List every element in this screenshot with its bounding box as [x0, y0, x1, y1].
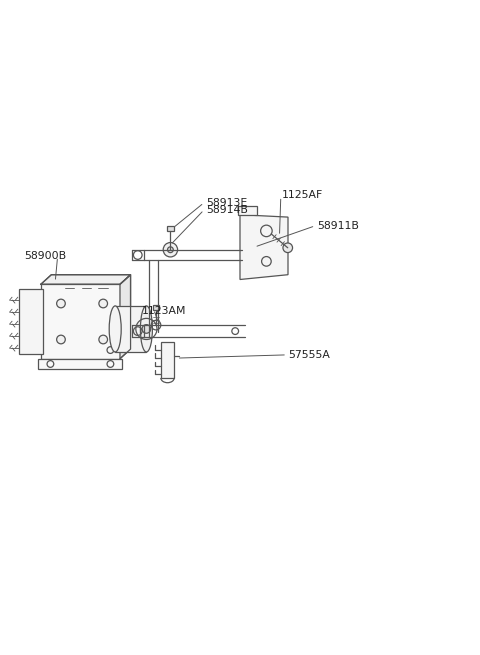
Bar [115, 306, 146, 352]
Polygon shape [41, 274, 131, 284]
Bar [38, 359, 122, 369]
Bar [238, 206, 257, 215]
Polygon shape [120, 274, 131, 359]
Circle shape [163, 242, 178, 257]
Bar [19, 289, 43, 354]
Circle shape [283, 243, 292, 253]
Text: 58913E: 58913E [206, 198, 248, 208]
Circle shape [168, 247, 173, 253]
Bar [167, 226, 174, 231]
Circle shape [57, 299, 65, 308]
Bar [161, 342, 174, 378]
Text: 58900B: 58900B [24, 252, 66, 261]
Text: 1125AF: 1125AF [282, 191, 324, 200]
Text: 58914B: 58914B [206, 205, 248, 215]
Circle shape [57, 335, 65, 344]
Text: 1123AM: 1123AM [142, 306, 186, 316]
Text: 57555A: 57555A [288, 350, 330, 360]
Bar [153, 305, 159, 310]
Circle shape [99, 335, 108, 344]
Text: 58911B: 58911B [317, 221, 359, 231]
Ellipse shape [140, 306, 153, 352]
Ellipse shape [109, 306, 121, 352]
Bar [41, 284, 120, 359]
Circle shape [99, 299, 108, 308]
Circle shape [142, 325, 151, 333]
Polygon shape [240, 215, 288, 280]
